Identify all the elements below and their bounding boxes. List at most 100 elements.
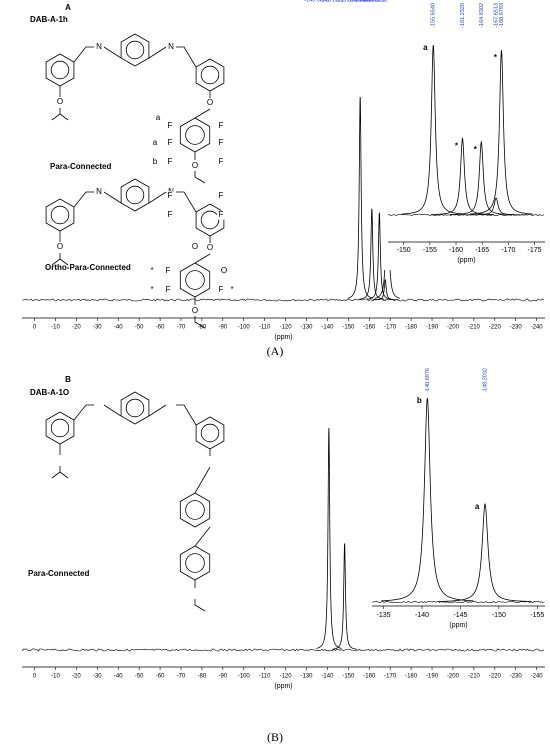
bond <box>59 113 69 121</box>
bond <box>51 108 61 121</box>
atom-bg <box>154 113 162 123</box>
atom-bg <box>166 121 174 131</box>
atom-label: O <box>192 161 198 170</box>
x-tick-label: -50 <box>135 674 144 680</box>
atom-label: a <box>156 113 161 122</box>
atom-label: F <box>219 157 224 166</box>
x-tick-label: -30 <box>93 674 102 680</box>
atom-bg <box>148 266 156 276</box>
peak <box>331 543 358 650</box>
baseline <box>371 600 545 604</box>
atom-bg <box>191 161 199 171</box>
bond <box>194 316 206 329</box>
x-tick-label: -200 <box>447 325 460 331</box>
inset-bg <box>383 2 545 270</box>
benzene-ring <box>179 492 211 528</box>
atom-bg <box>164 266 172 276</box>
atom-label: * <box>150 266 153 275</box>
x-tick-label: -220 <box>489 325 502 331</box>
x-tick-label: -240 <box>531 325 544 331</box>
x-tick-label: -180 <box>405 674 418 680</box>
panel-letter: A <box>65 3 71 12</box>
x-tick-label: -145 <box>453 612 467 619</box>
x-tick-label: -170 <box>384 674 397 680</box>
x-axis-label: (ppm) <box>274 334 292 341</box>
x-tick-label: -130 <box>301 325 314 331</box>
x-tick-label: -170 <box>501 247 515 254</box>
compound-name: DAB-A-1O <box>30 388 69 397</box>
bond <box>148 404 167 417</box>
x-tick-label: -155 <box>530 612 544 619</box>
structure-name: Ortho-Para-Connected <box>45 263 131 272</box>
x-tick-label: -160 <box>363 325 376 331</box>
atom-label: F <box>219 191 224 200</box>
inset-bg <box>368 366 545 634</box>
x-tick-label: -160 <box>449 247 463 254</box>
x-tick-label: -90 <box>218 325 227 331</box>
atom-bg <box>164 285 172 295</box>
x-tick-label: 0 <box>33 325 37 331</box>
x-axis-label: (ppm) <box>449 622 467 629</box>
benzene-ring <box>120 33 150 67</box>
x-tick-label: -140 <box>321 325 334 331</box>
atom-bg <box>217 210 225 220</box>
aromatic-circle <box>50 60 70 80</box>
peak-annotation: * <box>455 142 459 151</box>
atom-bg <box>220 266 228 276</box>
x-tick-label: -210 <box>468 674 481 680</box>
atom-label: O <box>207 98 213 107</box>
x-tick-label: -190 <box>426 674 439 680</box>
aromatic-circle <box>185 500 205 520</box>
x-tick-label: -230 <box>510 674 523 680</box>
x-tick-label: -80 <box>198 674 207 680</box>
atom-bg <box>217 191 225 201</box>
panel-letter: B <box>65 375 71 384</box>
bond <box>73 46 94 63</box>
peak <box>470 50 533 215</box>
aromatic-circle <box>185 270 205 290</box>
x-tick-label: -20 <box>72 674 81 680</box>
bond <box>148 191 167 204</box>
x-tick-label: -60 <box>156 325 165 331</box>
x-tick-label: -150 <box>342 674 355 680</box>
bond <box>148 46 167 59</box>
atom-label: O <box>221 266 227 275</box>
bond <box>194 599 206 612</box>
x-tick-label: -80 <box>198 325 207 331</box>
benzene-ring <box>195 58 225 92</box>
benzene-ring <box>45 53 75 87</box>
peak-ppm-label: -167.6513 <box>360 0 385 3</box>
peak <box>366 212 392 300</box>
peak <box>401 44 465 215</box>
peak-annotation: * <box>494 53 498 62</box>
x-tick-label: -165 <box>475 247 489 254</box>
bond <box>103 46 122 59</box>
baseline <box>21 298 545 302</box>
atom-label: F <box>219 138 224 147</box>
atom-label: F <box>166 266 171 275</box>
bond <box>194 108 211 119</box>
x-tick-label: -140 <box>321 674 334 680</box>
x-tick-label: -10 <box>51 325 60 331</box>
x-tick-label: -110 <box>259 674 271 680</box>
benzene-ring <box>45 411 75 445</box>
atom-label: F <box>168 191 173 200</box>
x-tick-label: -40 <box>114 325 123 331</box>
x-tick-label: -70 <box>177 325 186 331</box>
x-tick-label: -135 <box>377 612 391 619</box>
bond <box>194 171 206 184</box>
aromatic-circle <box>185 125 205 145</box>
peak-ppm-label: -148.2032 <box>320 0 345 3</box>
aromatic-circle <box>50 205 70 225</box>
atom-label: O <box>192 242 198 251</box>
atom-label: O <box>57 242 63 251</box>
bond <box>194 253 211 264</box>
atom-label: * <box>150 285 153 294</box>
x-axis-label: (ppm) <box>274 683 292 690</box>
bond <box>176 404 197 426</box>
atom-bg <box>56 242 64 252</box>
atom-label: * <box>230 285 233 294</box>
x-tick-label: -230 <box>510 325 523 331</box>
